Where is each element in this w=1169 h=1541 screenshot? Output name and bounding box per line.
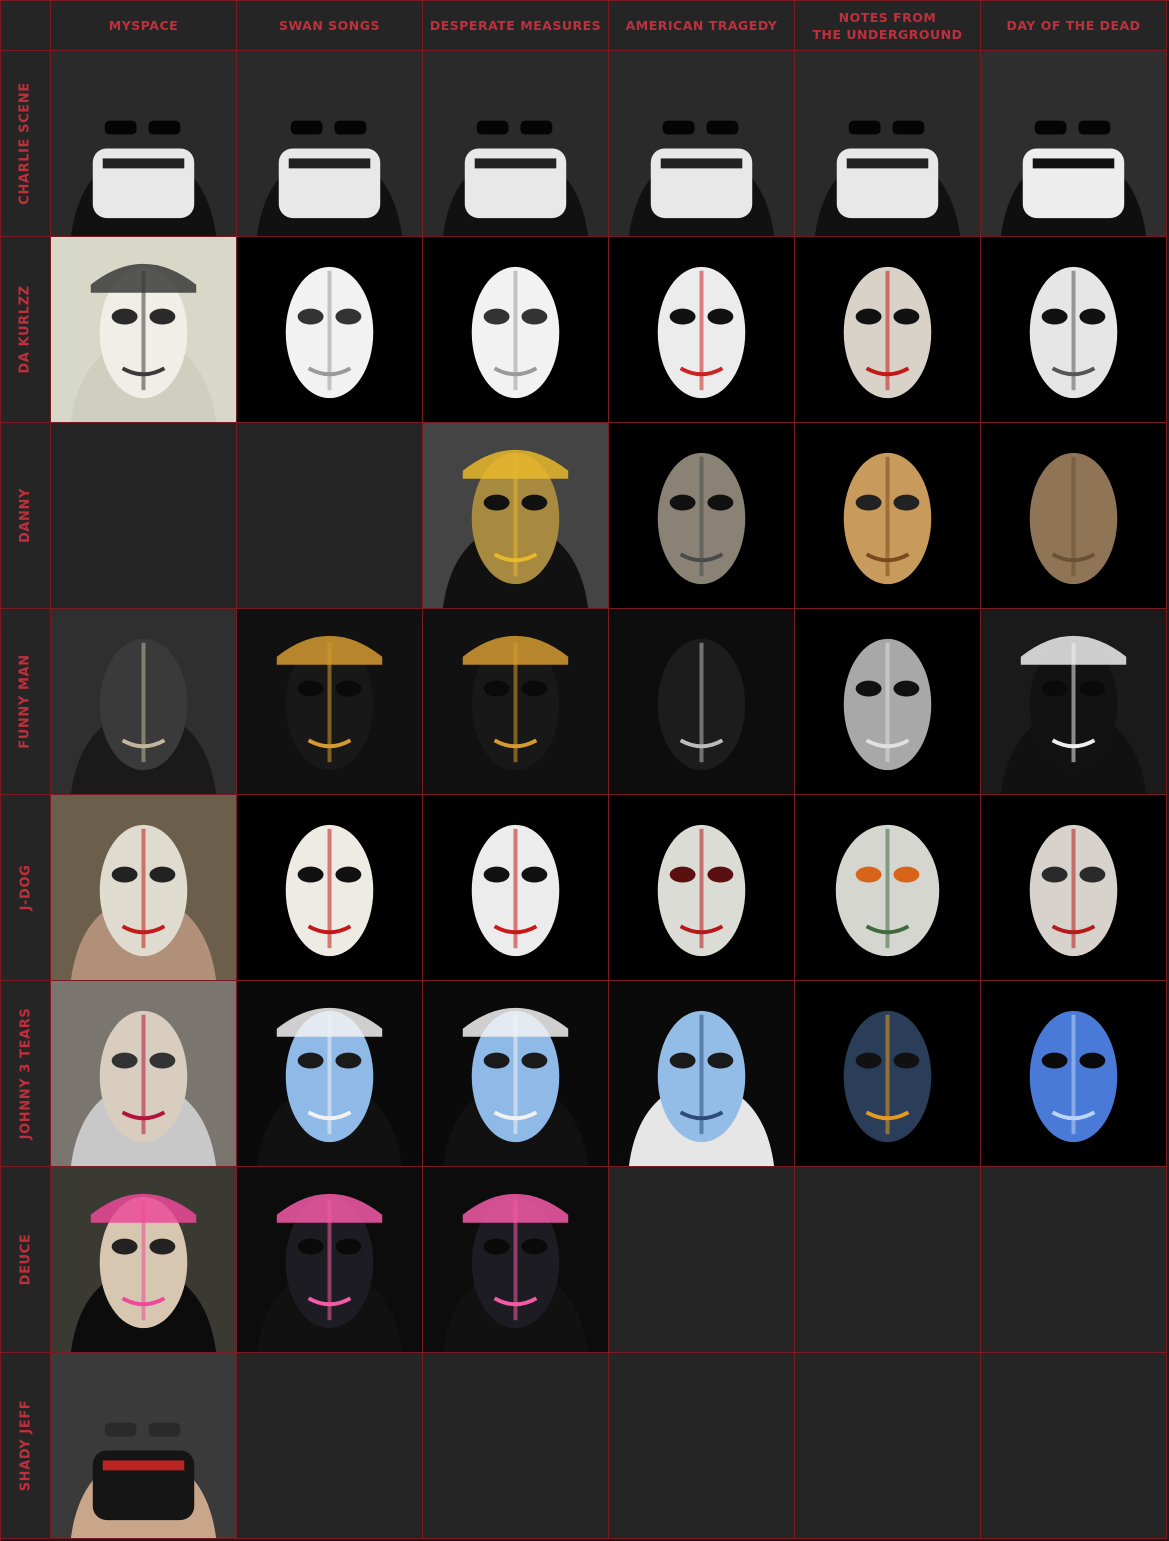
mask-photo-johnny-3-tears-swan-songs xyxy=(237,981,423,1167)
mask-photo-j-dog-day-of-the-dead xyxy=(981,795,1167,981)
column-header-day-of-the-dead: Day of the Dead xyxy=(981,1,1167,51)
row-label: Charlie Scene xyxy=(18,82,33,205)
row-label: Funny Man xyxy=(18,654,34,749)
mask-photo-deuce-desperate-measures xyxy=(423,1167,609,1353)
mask-photo-funny-man-american-tragedy xyxy=(609,609,795,795)
empty-cell-danny-swan-songs xyxy=(237,423,423,609)
empty-cell-deuce-notes-from-the-underground xyxy=(795,1167,981,1353)
empty-cell-shady-jeff-american-tragedy xyxy=(609,1353,795,1539)
mask-photo-j-dog-desperate-measures xyxy=(423,795,609,981)
column-header-desperate-measures: Desperate Measures xyxy=(423,1,609,51)
mask-photo-charlie-scene-american-tragedy xyxy=(609,51,795,237)
mask-photo-charlie-scene-desperate-measures xyxy=(423,51,609,237)
column-header-swan-songs: Swan Songs xyxy=(237,1,423,51)
row-label: Shady Jeff xyxy=(18,1399,34,1492)
mask-photo-danny-desperate-measures xyxy=(423,423,609,609)
row-label: Deuce xyxy=(18,1233,33,1286)
mask-photo-j-dog-american-tragedy xyxy=(609,795,795,981)
mask-photo-charlie-scene-swan-songs xyxy=(237,51,423,237)
empty-cell-shady-jeff-day-of-the-dead xyxy=(981,1353,1167,1539)
mask-photo-j-dog-swan-songs xyxy=(237,795,423,981)
row-header-deuce: Deuce xyxy=(1,1167,51,1353)
mask-photo-funny-man-swan-songs xyxy=(237,609,423,795)
row-header-funny-man: Funny Man xyxy=(1,609,51,795)
mask-photo-charlie-scene-myspace xyxy=(51,51,237,237)
row-label: Johnny 3 Tears xyxy=(18,1007,33,1140)
mask-photo-shady-jeff-myspace xyxy=(51,1353,237,1539)
mask-photo-johnny-3-tears-myspace xyxy=(51,981,237,1167)
column-header-notes-from-the-underground: Notes from the Underground xyxy=(795,1,981,51)
mask-photo-da-kurlzz-day-of-the-dead xyxy=(981,237,1167,423)
empty-cell-deuce-american-tragedy xyxy=(609,1167,795,1353)
empty-cell-danny-myspace xyxy=(51,423,237,609)
mask-photo-charlie-scene-day-of-the-dead xyxy=(981,51,1167,237)
row-header-charlie-scene: Charlie Scene xyxy=(1,51,51,237)
mask-photo-da-kurlzz-desperate-measures xyxy=(423,237,609,423)
mask-photo-da-kurlzz-myspace xyxy=(51,237,237,423)
mask-photo-da-kurlzz-swan-songs xyxy=(237,237,423,423)
mask-photo-charlie-scene-notes-from-the-underground xyxy=(795,51,981,237)
mask-photo-da-kurlzz-american-tragedy xyxy=(609,237,795,423)
mask-photo-funny-man-myspace xyxy=(51,609,237,795)
row-label: Danny xyxy=(18,487,33,544)
empty-cell-shady-jeff-desperate-measures xyxy=(423,1353,609,1539)
corner-cell xyxy=(1,1,51,51)
mask-photo-j-dog-myspace xyxy=(51,795,237,981)
row-label: Da Kurlzz xyxy=(18,285,34,374)
row-header-danny: Danny xyxy=(1,423,51,609)
empty-cell-shady-jeff-swan-songs xyxy=(237,1353,423,1539)
empty-cell-shady-jeff-notes-from-the-underground xyxy=(795,1353,981,1539)
row-header-johnny-3-tears: Johnny 3 Tears xyxy=(1,981,51,1167)
mask-photo-johnny-3-tears-desperate-measures xyxy=(423,981,609,1167)
mask-photo-johnny-3-tears-notes-from-the-underground xyxy=(795,981,981,1167)
mask-photo-funny-man-day-of-the-dead xyxy=(981,609,1167,795)
column-header-american-tragedy: American Tragedy xyxy=(609,1,795,51)
mask-photo-johnny-3-tears-american-tragedy xyxy=(609,981,795,1167)
mask-photo-da-kurlzz-notes-from-the-underground xyxy=(795,237,981,423)
row-label: J-Dog xyxy=(18,864,33,911)
mask-photo-johnny-3-tears-day-of-the-dead xyxy=(981,981,1167,1167)
column-header-myspace: MySpace xyxy=(51,1,237,51)
row-header-da-kurlzz: Da Kurlzz xyxy=(1,237,51,423)
mask-photo-deuce-myspace xyxy=(51,1167,237,1353)
row-header-j-dog: J-Dog xyxy=(1,795,51,981)
mask-photo-danny-notes-from-the-underground xyxy=(795,423,981,609)
mask-photo-funny-man-desperate-measures xyxy=(423,609,609,795)
mask-photo-danny-american-tragedy xyxy=(609,423,795,609)
mask-photo-funny-man-notes-from-the-underground xyxy=(795,609,981,795)
mask-photo-deuce-swan-songs xyxy=(237,1167,423,1353)
empty-cell-deuce-day-of-the-dead xyxy=(981,1167,1167,1353)
row-header-shady-jeff: Shady Jeff xyxy=(1,1353,51,1539)
mask-photo-danny-day-of-the-dead xyxy=(981,423,1167,609)
mask-photo-j-dog-notes-from-the-underground xyxy=(795,795,981,981)
